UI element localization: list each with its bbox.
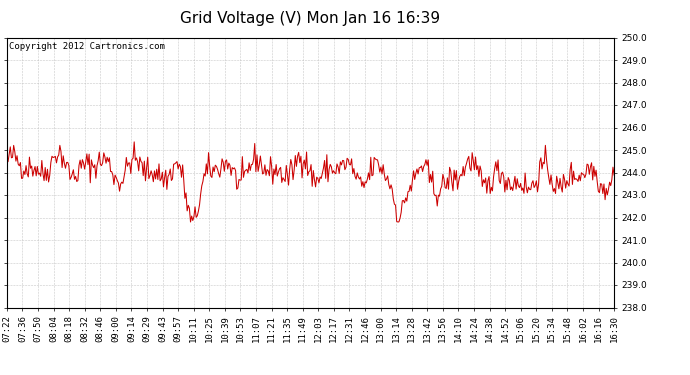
Text: Copyright 2012 Cartronics.com: Copyright 2012 Cartronics.com bbox=[9, 42, 165, 51]
Text: Grid Voltage (V) Mon Jan 16 16:39: Grid Voltage (V) Mon Jan 16 16:39 bbox=[181, 11, 440, 26]
